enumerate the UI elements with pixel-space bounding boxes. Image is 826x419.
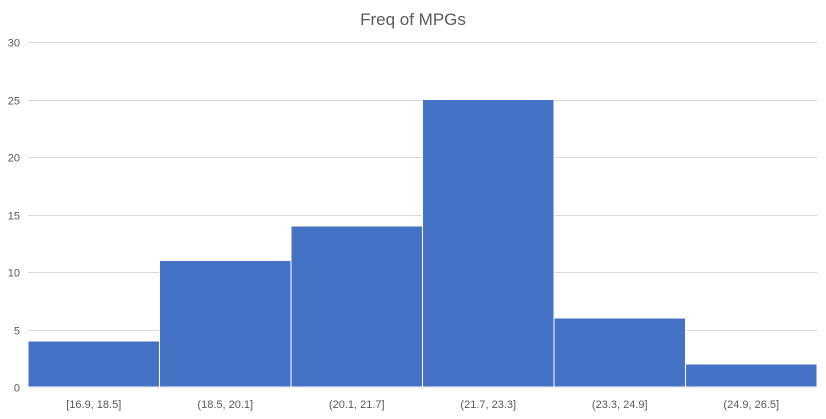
x-tick-label: (21.7, 23.3]: [460, 399, 516, 411]
x-axis-ticks: [16.9, 18.5] (18.5, 20.1] (20.1, 21.7] (21.…: [66, 399, 779, 411]
x-tick-label: (23.3, 24.9]: [592, 399, 648, 411]
y-tick-label: 20: [8, 153, 20, 165]
chart-title: Freq of MPGs: [360, 10, 466, 29]
x-tick-label: [16.9, 18.5]: [66, 399, 121, 411]
histogram-bar: [685, 363, 818, 388]
x-tick-label: (18.5, 20.1]: [197, 399, 253, 411]
histogram-bar: [290, 225, 423, 388]
y-tick-label: 30: [8, 38, 20, 50]
histogram-bar: [422, 99, 555, 388]
x-tick-label: (24.9, 26.5]: [723, 399, 779, 411]
histogram-bar: [159, 260, 292, 388]
bars: [27, 99, 818, 388]
y-tick-label: 0: [14, 383, 20, 395]
y-tick-label: 10: [8, 268, 20, 280]
y-tick-label: 5: [14, 326, 20, 338]
x-tick-label: (20.1, 21.7]: [329, 399, 385, 411]
y-axis-ticks: 0 5 10 15 20 25 30: [8, 38, 20, 395]
y-tick-label: 15: [8, 211, 20, 223]
y-tick-label: 25: [8, 96, 20, 108]
histogram-bar: [27, 340, 160, 388]
histogram-bar: [553, 317, 686, 388]
